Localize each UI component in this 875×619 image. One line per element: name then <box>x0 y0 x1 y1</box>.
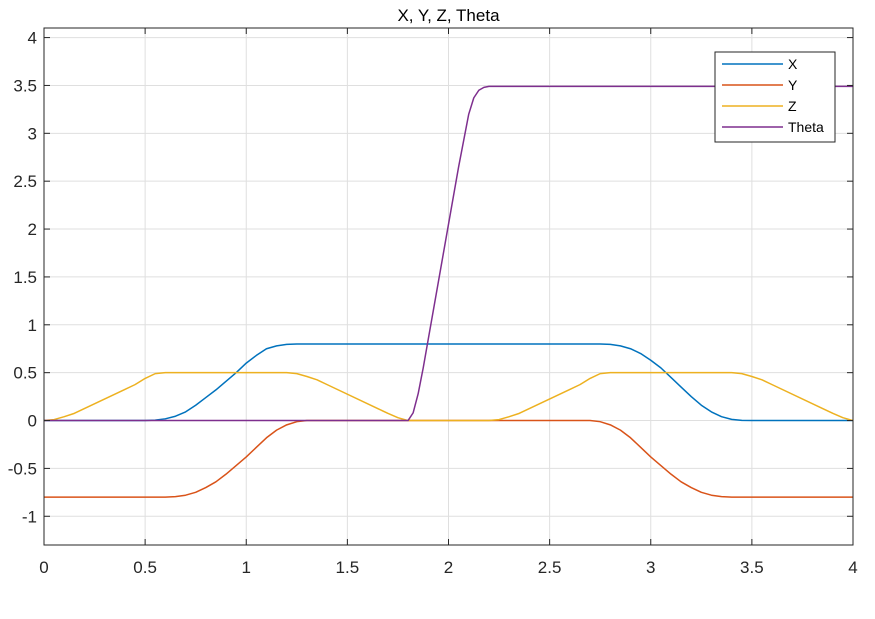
legend-label-z: Z <box>788 98 797 114</box>
y-tick-label-7: 2.5 <box>13 172 37 191</box>
axis-ticks: 0 0.5 1 1.5 2 2.5 3 3.5 4 -1 -0.5 0 0.5 1 1.5 2 2.5 3 3.5 4 <box>8 28 858 577</box>
y-tick-label-2: 0 <box>28 412 37 431</box>
x-tick-label-0: 0 <box>39 558 48 577</box>
x-tick-label-4: 2 <box>444 558 453 577</box>
x-tick-label-6: 3 <box>646 558 655 577</box>
x-tick-label-2: 1 <box>242 558 251 577</box>
x-tick-label-3: 1.5 <box>336 558 360 577</box>
chart-title: X, Y, Z, Theta <box>397 6 500 25</box>
y-tick-label-0: -1 <box>22 507 37 526</box>
y-tick-label-3: 0.5 <box>13 364 37 383</box>
series-lines <box>43 85 854 498</box>
y-tick-label-5: 1.5 <box>13 268 37 287</box>
y-tick-label-6: 2 <box>28 220 37 239</box>
series-line-theta <box>44 85 853 422</box>
y-tick-label-8: 3 <box>28 124 37 143</box>
y-tick-label-10: 4 <box>28 29 37 48</box>
series-line-x <box>44 343 853 422</box>
x-tick-label-5: 2.5 <box>538 558 562 577</box>
series-line-z <box>43 371 854 422</box>
x-tick-label-8: 4 <box>848 558 857 577</box>
legend-label-theta: Theta <box>788 119 824 135</box>
x-tick-label-1: 0.5 <box>133 558 157 577</box>
legend: XYZ Theta <box>714 51 836 143</box>
legend-label-y: Y <box>788 77 798 93</box>
y-tick-label-1: -0.5 <box>8 459 37 478</box>
x-tick-label-7: 3.5 <box>740 558 764 577</box>
y-tick-label-9: 3.5 <box>13 76 37 95</box>
y-tick-label-4: 1 <box>28 316 37 335</box>
legend-label-x: X <box>788 56 798 72</box>
